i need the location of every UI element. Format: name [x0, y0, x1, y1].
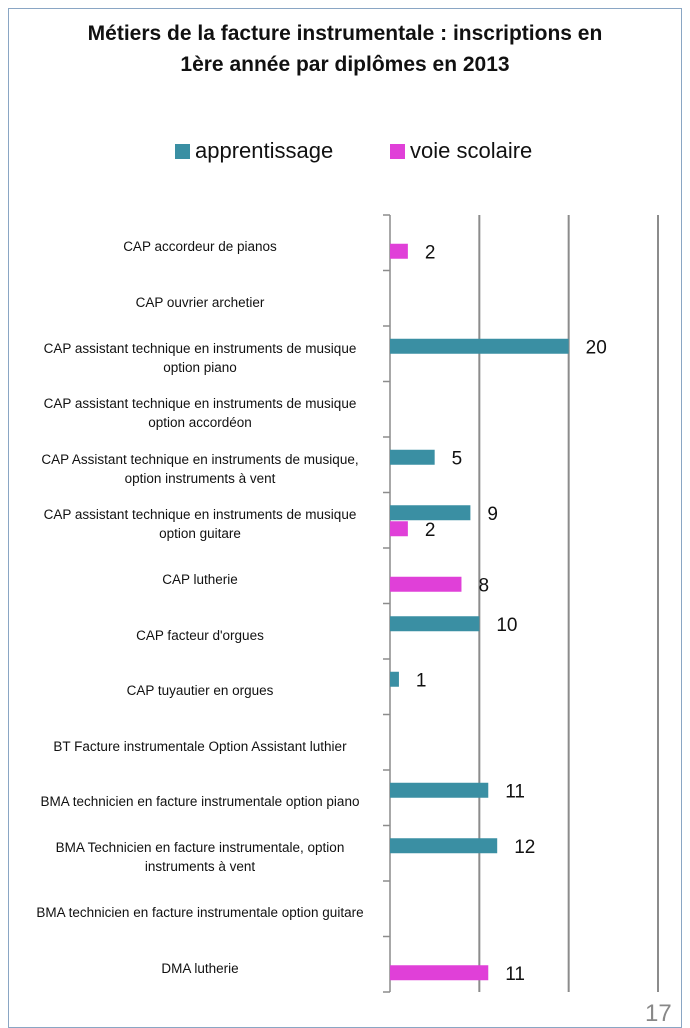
bar	[390, 243, 408, 259]
bar	[390, 782, 489, 798]
y-tick-label: CAP Assistant technique en instruments d…	[41, 451, 359, 486]
y-tick-label: BMA technicien en facture instrumentale …	[36, 905, 364, 921]
y-tick-label: CAP facteur d'orgues	[136, 627, 264, 643]
data-label: 9	[487, 504, 498, 525]
y-tick-label: CAP assistant technique en instruments d…	[43, 507, 357, 542]
data-label: 10	[496, 615, 517, 636]
y-tick-label: CAP tuyautier en orgues	[126, 683, 274, 699]
y-tick-label: DMA lutherie	[161, 960, 239, 976]
data-label: 11	[505, 964, 525, 985]
data-label: 2	[425, 520, 436, 541]
legend-label: apprentissage	[195, 138, 334, 163]
legend-swatch	[390, 143, 405, 159]
y-tick-label: BMA Technicien en facture instrumentale,…	[55, 840, 345, 875]
legend-item: voie scolaire	[390, 138, 532, 164]
legend-label: voie scolaire	[410, 138, 533, 163]
bar	[390, 521, 408, 537]
legend-swatch	[175, 143, 190, 159]
data-label: 12	[514, 837, 535, 858]
chart-title: Métiers de la facture instrumentale : in…	[87, 22, 603, 76]
y-tick-label: CAP assistant technique en instruments d…	[43, 396, 357, 431]
y-tick-label: BMA technicien en facture instrumentale …	[40, 794, 360, 810]
y-tick-label: BT Facture instrumentale Option Assistan…	[53, 738, 347, 754]
y-tick-label: CAP accordeur de pianos	[123, 239, 277, 255]
bar	[390, 505, 471, 521]
y-tick-label: CAP lutherie	[162, 572, 238, 588]
y-tick-label: CAP assistant technique en instruments d…	[43, 340, 357, 375]
bar	[390, 838, 498, 854]
data-label: 2	[425, 242, 436, 263]
data-label: 8	[478, 575, 489, 596]
data-label: 20	[586, 337, 607, 358]
bar	[390, 965, 489, 981]
data-label: 11	[505, 781, 525, 802]
bar	[390, 338, 569, 354]
bar	[390, 449, 435, 465]
y-tick-label: CAP ouvrier archetier	[135, 294, 265, 310]
bar	[390, 616, 480, 632]
bar	[390, 576, 462, 592]
legend-item: apprentissage	[175, 138, 333, 164]
bar	[390, 671, 399, 687]
data-label: 1	[416, 670, 427, 691]
data-label: 5	[452, 448, 463, 469]
